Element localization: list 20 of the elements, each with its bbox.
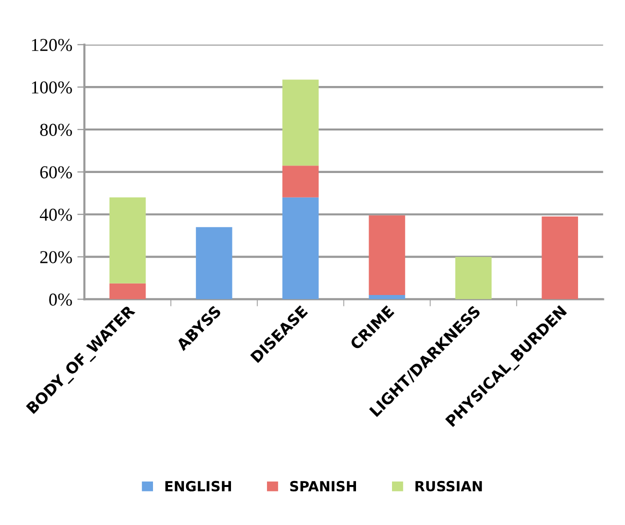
bar: [282, 197, 319, 300]
bar: [368, 215, 406, 296]
bar: [455, 256, 492, 300]
y-tick-label: 100%: [32, 81, 72, 94]
y-tick-label: 80%: [40, 124, 72, 136]
y-tick-label: 60%: [40, 166, 72, 178]
y-tick-label: 0%: [49, 294, 72, 306]
bar: [542, 216, 578, 300]
legend-label: ENGLISH: [165, 480, 231, 492]
legend-label: SPANISH: [290, 480, 356, 492]
bar: [196, 227, 232, 300]
bar: [368, 295, 406, 300]
bar: [109, 197, 146, 284]
bar: [109, 283, 146, 300]
legend-label: RUSSIAN: [416, 480, 482, 492]
bar: [282, 80, 319, 166]
y-tick-label: 20%: [40, 251, 72, 264]
y-tick-label: 40%: [40, 208, 72, 221]
bar: [282, 166, 319, 198]
y-tick-label: 120%: [32, 38, 72, 52]
